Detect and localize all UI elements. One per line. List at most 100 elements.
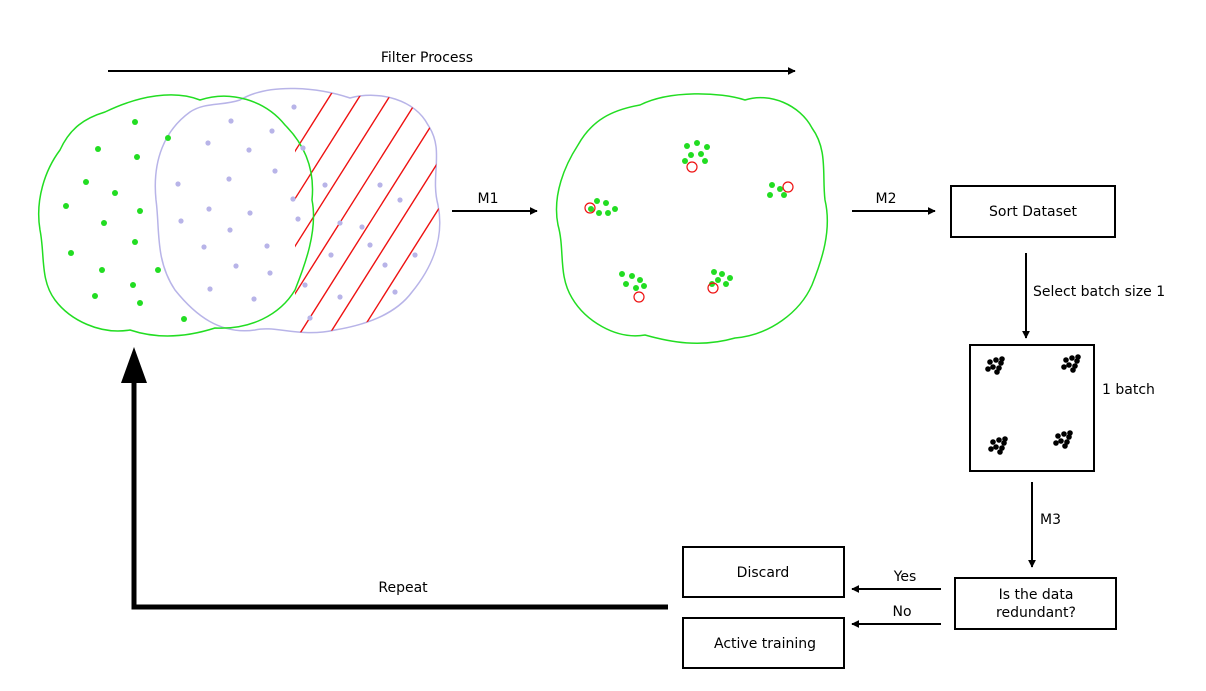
lavender-dot bbox=[247, 210, 253, 216]
lavender-dot bbox=[328, 252, 334, 258]
lavender-dot bbox=[206, 206, 212, 212]
batch-dot bbox=[990, 439, 996, 445]
lavender-dot bbox=[307, 315, 313, 321]
cluster bbox=[707, 269, 733, 294]
batch-dot bbox=[985, 366, 991, 372]
outlier-marker bbox=[633, 291, 645, 303]
filter-process-arrow: Filter Process bbox=[108, 50, 796, 75]
batch-dot bbox=[1061, 364, 1067, 370]
cluster bbox=[584, 198, 618, 216]
batch-dot bbox=[1067, 430, 1073, 436]
yes-label: Yes bbox=[893, 569, 917, 585]
cluster-dot bbox=[629, 273, 635, 279]
lavender-dot bbox=[377, 182, 383, 188]
cluster-dot bbox=[633, 285, 639, 291]
cluster-dot bbox=[781, 192, 787, 198]
green-data-points bbox=[63, 119, 187, 322]
cluster bbox=[767, 181, 794, 198]
batch-cluster bbox=[988, 436, 1008, 455]
batch-dot bbox=[1062, 443, 1068, 449]
cluster-cloud bbox=[555, 93, 829, 345]
lavender-dot bbox=[295, 216, 301, 222]
green-dot bbox=[137, 300, 143, 306]
green-dot bbox=[112, 190, 118, 196]
yes-arrow: Yes bbox=[851, 569, 941, 593]
green-cloud bbox=[37, 94, 315, 337]
batch-dot bbox=[1069, 355, 1075, 361]
discard-box: Discard bbox=[682, 546, 845, 598]
cluster-dot bbox=[605, 210, 611, 216]
batch-dot bbox=[994, 369, 1000, 375]
lavender-dot bbox=[226, 176, 232, 182]
m1-arrow: M1 bbox=[452, 191, 538, 215]
green-dot bbox=[130, 282, 136, 288]
green-dot bbox=[132, 239, 138, 245]
hatch-line bbox=[295, 88, 431, 333]
batch-dot bbox=[1075, 354, 1081, 360]
discard-label: Discard bbox=[737, 565, 790, 581]
outlier-marker bbox=[584, 202, 596, 214]
lavender-dot bbox=[246, 147, 252, 153]
lavender-dot bbox=[267, 270, 273, 276]
cluster-dot bbox=[682, 158, 688, 164]
cluster-dot bbox=[715, 277, 721, 283]
hatch-line bbox=[295, 88, 371, 333]
cluster-dot bbox=[619, 271, 625, 277]
clusters bbox=[584, 140, 794, 303]
lavender-dot bbox=[367, 242, 373, 248]
cluster-dot bbox=[702, 158, 708, 164]
cluster-dot bbox=[588, 206, 594, 212]
one-batch-label: 1 batch bbox=[1102, 382, 1155, 398]
m3-label: M3 bbox=[1040, 512, 1061, 528]
green-dot bbox=[155, 267, 161, 273]
green-dot bbox=[132, 119, 138, 125]
green-dot bbox=[63, 203, 69, 209]
lavender-dot bbox=[272, 168, 278, 174]
lavender-dot bbox=[175, 181, 181, 187]
select-batch-arrow: Select batch size 1 bbox=[1022, 253, 1165, 339]
hatch-line bbox=[295, 88, 440, 333]
lavender-dot bbox=[290, 196, 296, 202]
cluster-dot bbox=[684, 143, 690, 149]
cluster-dot bbox=[623, 281, 629, 287]
lavender-dot bbox=[269, 128, 275, 134]
green-dot bbox=[95, 146, 101, 152]
cluster-dot bbox=[719, 271, 725, 277]
m1-label: M1 bbox=[478, 191, 499, 207]
lavender-dot bbox=[251, 296, 257, 302]
cluster-dot bbox=[637, 277, 643, 283]
batch-dot bbox=[993, 444, 999, 450]
batch-dot bbox=[1002, 436, 1008, 442]
redundant-label-line2: redundant? bbox=[996, 605, 1076, 621]
lavender-dot bbox=[264, 243, 270, 249]
lavender-dot bbox=[322, 182, 328, 188]
repeat-label: Repeat bbox=[378, 580, 428, 596]
batch-dot bbox=[1055, 433, 1061, 439]
cluster bbox=[682, 140, 710, 173]
cluster-dot bbox=[594, 198, 600, 204]
cluster-dot bbox=[596, 210, 602, 216]
redundant-label-line1: Is the data bbox=[999, 587, 1074, 603]
batch-dot bbox=[990, 364, 996, 370]
lavender-dot bbox=[337, 294, 343, 300]
batch-data-points bbox=[985, 354, 1081, 455]
batch-dot bbox=[1070, 367, 1076, 373]
active-training-box: Active training bbox=[682, 617, 845, 669]
lavender-dot bbox=[201, 244, 207, 250]
outlier-marker bbox=[707, 282, 719, 294]
batch-dot bbox=[993, 357, 999, 363]
no-label: No bbox=[892, 604, 911, 620]
lavender-data-points bbox=[175, 104, 418, 321]
filtered-data-cloud bbox=[37, 94, 315, 337]
lavender-dot bbox=[233, 263, 239, 269]
lavender-dot bbox=[207, 286, 213, 292]
cluster bbox=[619, 271, 647, 303]
cluster-dot bbox=[723, 281, 729, 287]
green-dot bbox=[181, 316, 187, 322]
cluster-dot bbox=[727, 275, 733, 281]
repeat-loop-arrow: Repeat bbox=[121, 347, 668, 610]
select-batch-label: Select batch size 1 bbox=[1033, 284, 1165, 300]
m3-arrow: M3 bbox=[1028, 482, 1061, 568]
green-dot bbox=[68, 250, 74, 256]
